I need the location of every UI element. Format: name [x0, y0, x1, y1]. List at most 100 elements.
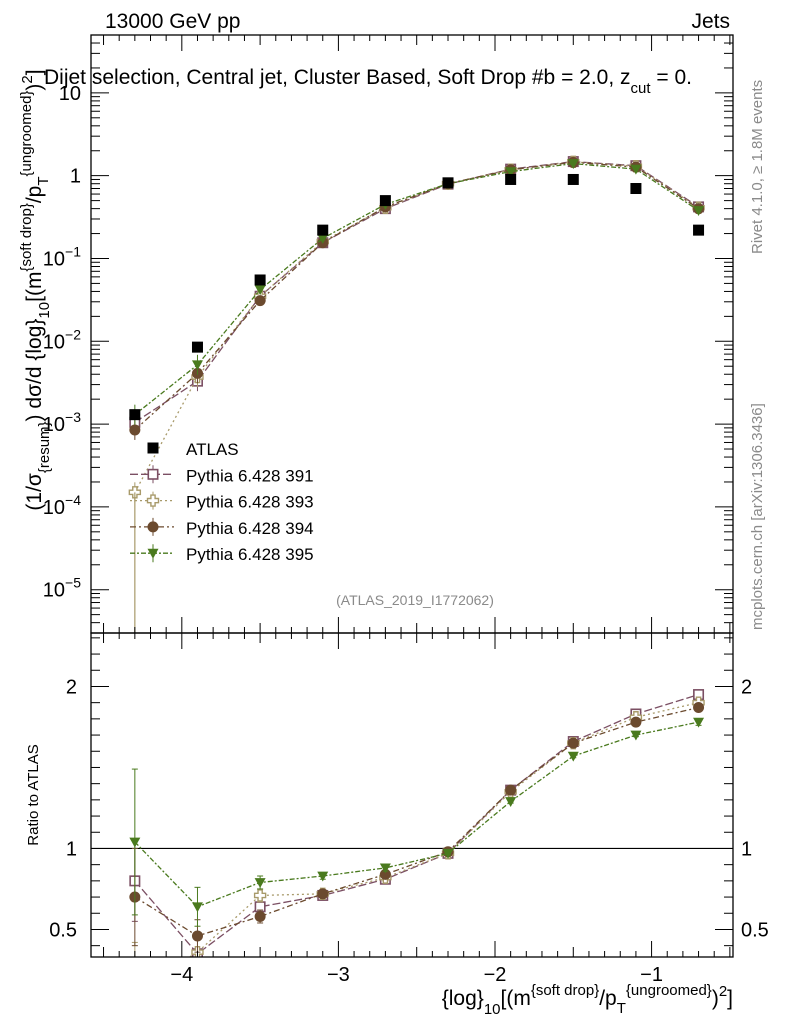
- y-title-part: 2: [19, 75, 36, 83]
- x-tick-label: −2: [484, 964, 507, 986]
- data-point-atlas: [254, 274, 266, 286]
- ratio-line-1: [188, 702, 699, 957]
- ratio-point-2: [693, 702, 705, 714]
- header-left: 13000 GeV pp: [105, 10, 240, 33]
- marker-shape: [505, 173, 517, 185]
- y-tick-base: 10: [43, 580, 65, 602]
- data-point-atlas: [317, 224, 329, 236]
- ratio-line-3: [134, 721, 699, 908]
- x-title-part: ]: [727, 987, 733, 1010]
- y-tick-base: 10: [43, 248, 65, 270]
- y-title-part: [(m: [23, 272, 46, 302]
- title-part: Dijet selection, Central jet, Cluster Ba…: [44, 66, 631, 89]
- title-part: = 0.: [651, 66, 692, 89]
- x-title-part: {soft drop}: [531, 982, 599, 999]
- title-sub: cut: [631, 80, 652, 97]
- y-tick-label: 10−2: [43, 326, 81, 353]
- legend-entry: Pythia 6.428 391: [130, 465, 314, 485]
- series-point-3: [505, 167, 517, 178]
- legend-marker: [147, 442, 159, 454]
- y-title-part: 10: [36, 302, 53, 319]
- ratio-point-2: [630, 716, 642, 728]
- marker-shape: [630, 183, 642, 195]
- x-title: {log}10[(m{soft drop}/pT{ungroomed})2]: [442, 982, 733, 1018]
- series-point-3: [317, 233, 329, 244]
- x-title-part: {ungroomed}: [626, 982, 712, 999]
- x-tick-label: −4: [170, 964, 193, 986]
- ratio-point-1: [129, 986, 140, 997]
- y-tick-label: 10−3: [43, 409, 81, 436]
- rivet-label: Rivet 4.1.0, ≥ 1.8M events: [749, 80, 766, 254]
- x-title-part: ): [712, 987, 719, 1010]
- marker-shape: [191, 341, 203, 353]
- marker-shape: [630, 716, 642, 728]
- series-line-2: [134, 161, 699, 431]
- marker-shape: [129, 424, 141, 436]
- marker-shape: [567, 173, 579, 185]
- x-title-part: 10: [484, 1001, 501, 1018]
- ratio-point-3: [379, 863, 391, 874]
- ratio-point-2: [567, 737, 579, 749]
- marker-shape: [693, 702, 705, 714]
- main-y-title: (1/σ{resum}) dσ/d {log}10[(m{soft drop}/…: [18, 69, 53, 510]
- ratio-point-3: [505, 797, 517, 807]
- legend-entry: Pythia 6.428 393: [130, 491, 314, 512]
- marker-shape: [147, 548, 159, 559]
- series-point-3: [567, 159, 579, 170]
- marker-shape: [129, 409, 141, 421]
- series-point-3: [191, 360, 203, 371]
- marker-shape: [317, 224, 329, 236]
- marker-shape: [442, 177, 454, 189]
- marker-shape: [442, 848, 454, 859]
- ratio-point-2: [191, 930, 203, 942]
- ratio-line-0: [134, 693, 699, 955]
- y-tick-base: 10: [43, 497, 65, 519]
- marker-shape: [253, 889, 267, 902]
- x-tick-label: −3: [327, 964, 350, 986]
- chart-title: Dijet selection, Central jet, Cluster Ba…: [44, 66, 692, 97]
- y-tick-label: 10−1: [43, 243, 81, 270]
- ratio-y-tick-label-right: 0.5: [741, 919, 769, 941]
- marker-shape: [567, 737, 579, 749]
- marker-shape: [317, 871, 329, 882]
- ratio-point-3: [129, 837, 141, 848]
- marker-shape: [693, 206, 705, 216]
- marker-shape: [505, 784, 517, 796]
- data-point-atlas: [693, 224, 705, 236]
- data-point-atlas: [567, 173, 579, 185]
- ratio-point-3: [567, 751, 579, 762]
- x-title-part: 2: [719, 983, 727, 1000]
- legend-label: Pythia 6.428 394: [186, 519, 314, 538]
- marker-shape: [317, 233, 329, 244]
- marker-shape: [567, 751, 579, 762]
- ratio-y-tick-label-right: 1: [741, 838, 752, 860]
- y-tick-base: 10: [43, 331, 65, 353]
- y-title-part: ]: [23, 69, 46, 75]
- y-tick-label: 10−5: [43, 575, 81, 602]
- legend-label: Pythia 6.428 391: [186, 466, 314, 485]
- y-tick-exp: −2: [65, 326, 81, 342]
- marker-shape: [693, 224, 705, 236]
- legend-label: ATLAS: [186, 440, 239, 459]
- marker-shape: [630, 164, 642, 175]
- y-title-part: ): [23, 84, 46, 91]
- marker-shape: [379, 863, 391, 874]
- ratio-point-3: [191, 902, 203, 913]
- marker-shape: [254, 274, 266, 286]
- marker-shape: [317, 888, 329, 900]
- ratio-point-3: [254, 878, 266, 888]
- marker-shape: [191, 902, 203, 913]
- legend-marker: [147, 521, 159, 533]
- series-line-0: [134, 160, 699, 423]
- marker-shape: [693, 717, 705, 728]
- ratio-point-3: [693, 717, 705, 728]
- marker-shape: [191, 930, 203, 942]
- marker-shape: [505, 797, 517, 807]
- ratio-point-2: [317, 888, 329, 900]
- x-title-part: [(m: [501, 987, 531, 1010]
- series-point-3: [254, 285, 266, 296]
- data-point-atlas: [129, 409, 141, 421]
- y-title-part: {ungroomed}: [18, 91, 35, 177]
- x-tick-label: −1: [640, 964, 663, 986]
- ratio-panel-frame: [90, 632, 734, 958]
